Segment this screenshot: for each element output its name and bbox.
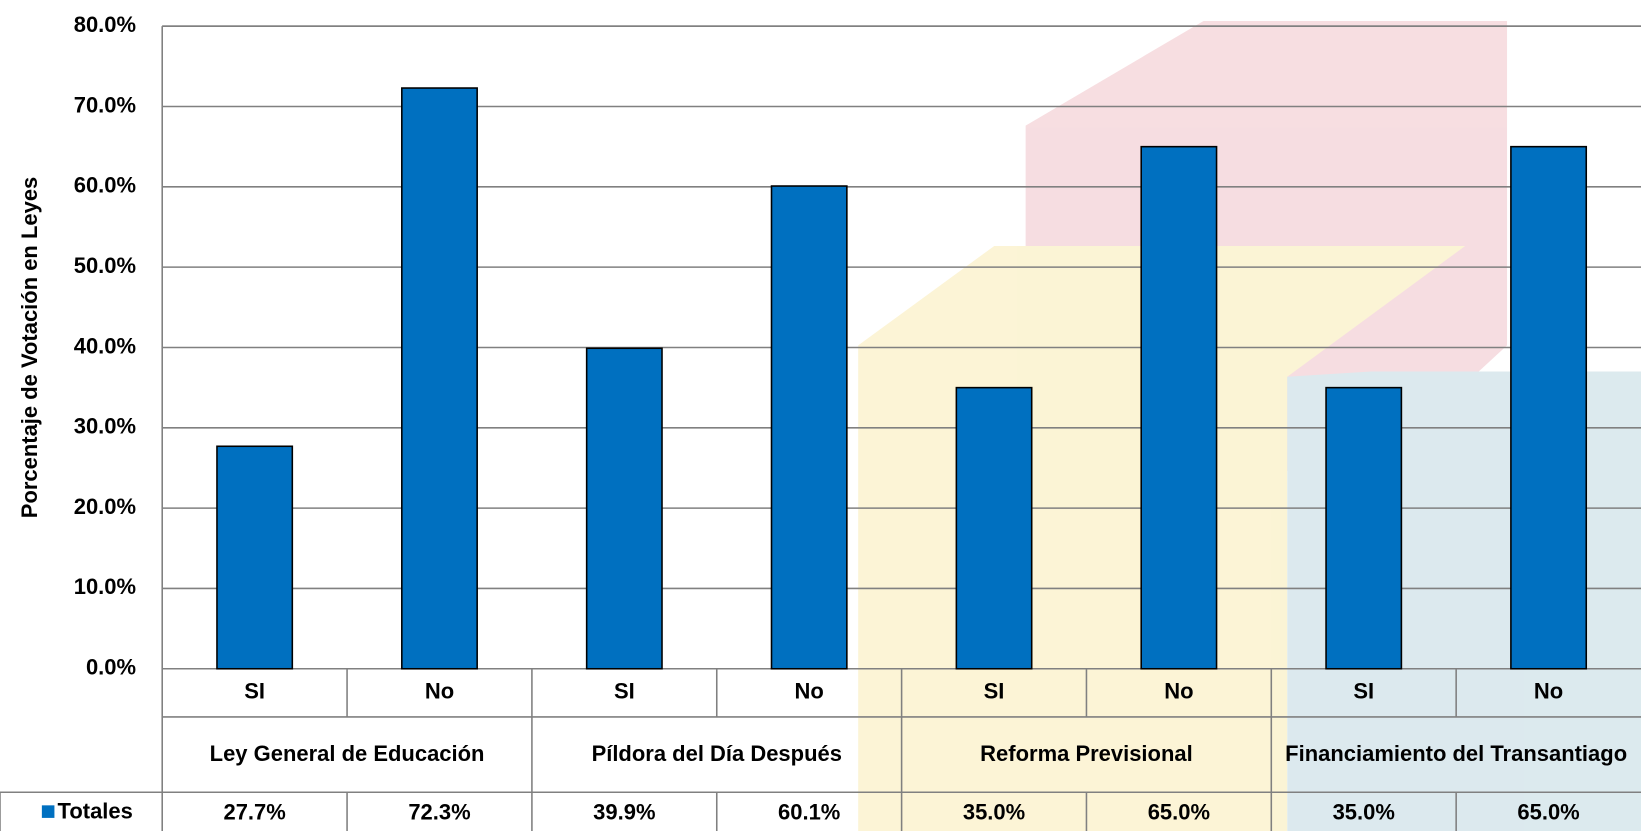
group-label-box: Píldora del Día Después [532,717,902,792]
bar [772,186,847,669]
table-value: 65.0% [1148,800,1210,825]
bar [956,388,1031,669]
table-value: 35.0% [1333,800,1395,825]
legend-label: Totales [58,798,133,823]
y-tick-label: 60.0% [74,173,136,198]
bar [587,348,662,668]
x-tick-label: No [1164,679,1193,704]
group-label: Reforma Previsional [902,717,1272,792]
y-tick-label: 70.0% [74,92,136,117]
table-value: 27.7% [223,800,285,825]
group-label: Financiamiento del Transantiago [1271,717,1641,792]
table-value: 65.0% [1517,800,1579,825]
y-tick-label: 30.0% [74,414,136,439]
y-tick-label: 10.0% [74,574,136,599]
bar [1511,147,1586,669]
y-tick-label: 20.0% [74,494,136,519]
bar [1326,388,1401,669]
table-value: 39.9% [593,800,655,825]
bar [402,88,477,669]
y-tick-label: 40.0% [74,333,136,358]
y-tick-label: 0.0% [86,655,136,680]
table-value: 35.0% [963,800,1025,825]
x-tick-label: SI [1353,679,1374,704]
group-label-box: Ley General de Educación [162,717,532,792]
bar [1141,147,1216,669]
table-value: 72.3% [408,800,470,825]
x-tick-label: SI [244,679,265,704]
bar [217,446,292,668]
x-tick-label: No [795,679,824,704]
chart: Porcentaje de Votación en Leyes 0.0% 10.0… [0,0,1641,831]
y-tick-label: 80.0% [74,12,136,37]
legend-swatch [42,805,55,818]
group-label-box: Reforma Previsional [902,717,1272,792]
y-axis-title: Porcentaje de Votación en Leyes [17,177,42,518]
table-value: 60.1% [778,800,840,825]
x-tick-label: SI [984,679,1005,704]
group-label-box: Financiamiento del Transantiago [1271,717,1641,792]
x-tick-label: No [425,679,454,704]
group-label: Píldora del Día Después [532,717,902,792]
group-label: Ley General de Educación [162,717,532,792]
y-tick-label: 50.0% [74,253,136,278]
x-tick-label: No [1534,679,1563,704]
x-tick-label: SI [614,679,635,704]
